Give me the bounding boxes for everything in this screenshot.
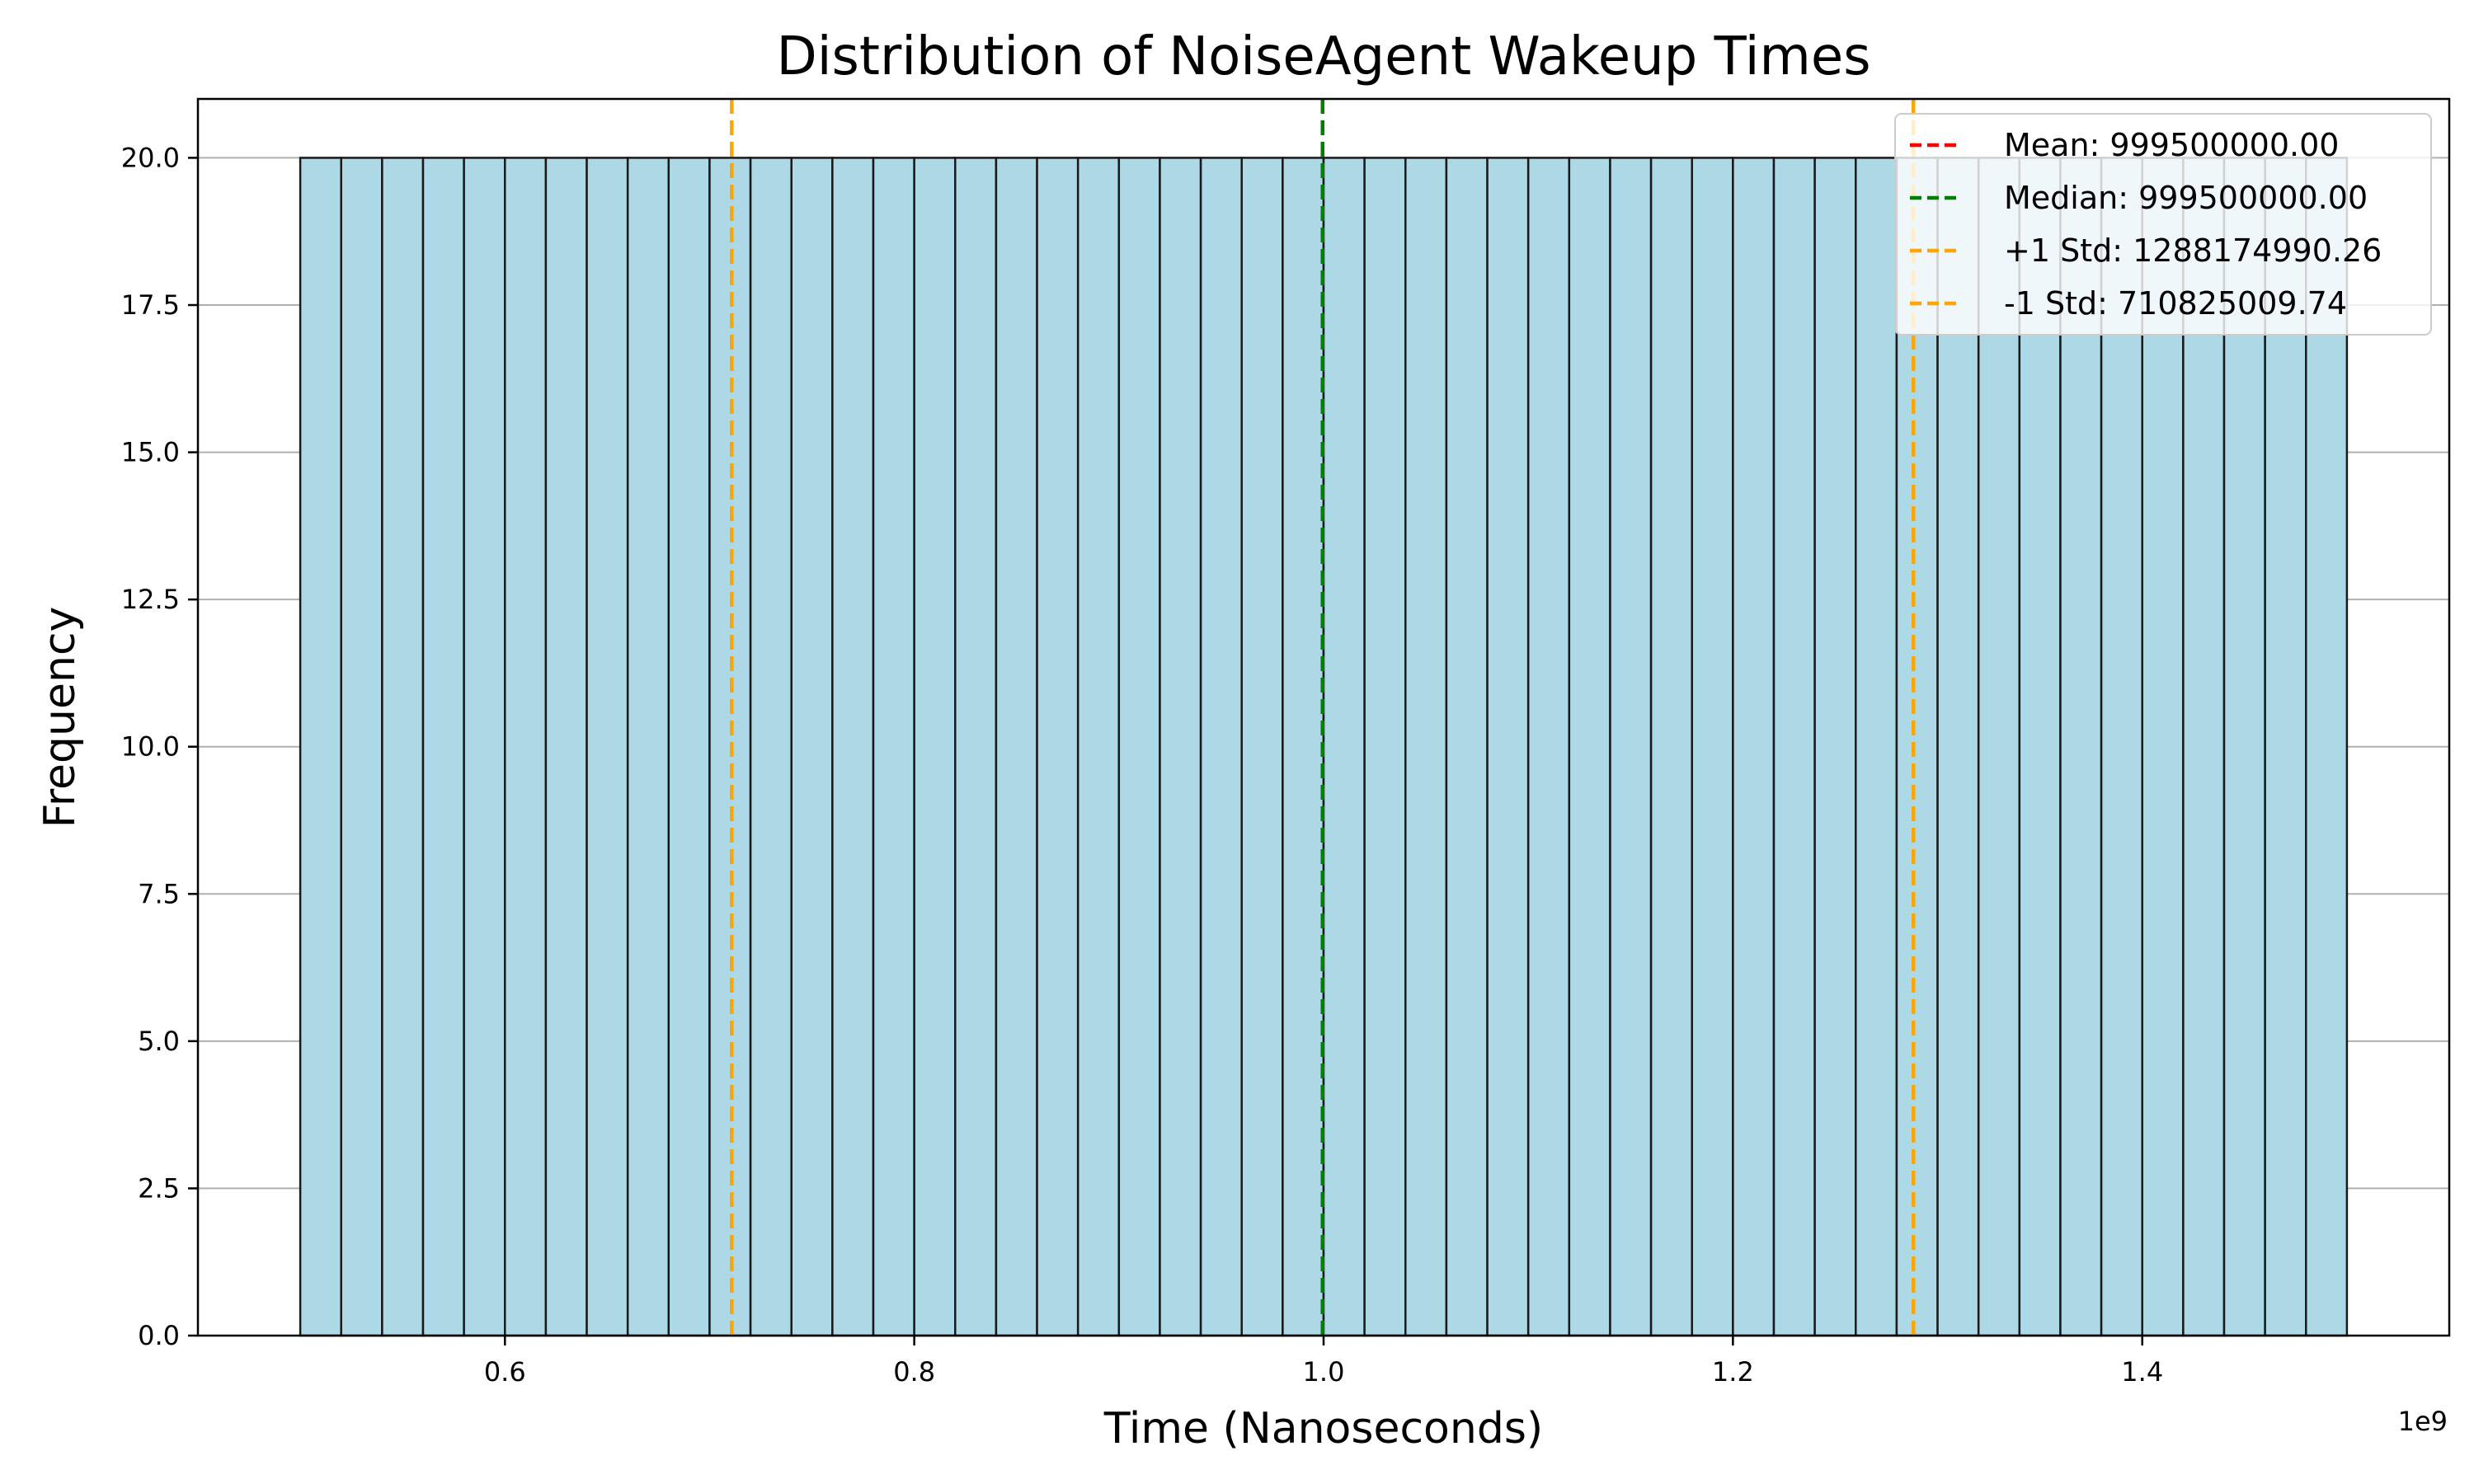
legend-label: Mean: 999500000.00 — [2004, 127, 2339, 163]
histogram-bar — [2100, 157, 2143, 1337]
histogram-bar — [872, 157, 915, 1337]
y-axis-label: Frequency — [35, 607, 85, 829]
histogram-bar — [1526, 157, 1571, 1337]
histogram-bar — [1486, 157, 1530, 1337]
histogram-bar — [667, 157, 711, 1337]
histogram-bar — [1895, 157, 1939, 1337]
histogram-bar — [2141, 157, 2185, 1337]
histogram-bar — [381, 157, 425, 1337]
histogram-bar — [1936, 157, 1980, 1337]
histogram-bar — [1404, 157, 1448, 1337]
y-tick-label: 10.0 — [121, 731, 180, 763]
y-tick-label: 2.5 — [138, 1172, 180, 1204]
y-tick-label: 5.0 — [138, 1026, 180, 1057]
histogram-bar — [1363, 157, 1407, 1337]
x-tick-label: 1.2 — [1712, 1356, 1754, 1388]
legend-box — [1894, 113, 2432, 336]
histogram-bar — [1282, 157, 1325, 1337]
histogram-bars — [299, 157, 2349, 1337]
histogram-bar — [1609, 157, 1653, 1337]
histogram-bar — [831, 157, 875, 1337]
y-tick-label: 12.5 — [121, 584, 180, 615]
histogram-bar — [504, 157, 548, 1337]
histogram-bar — [299, 157, 342, 1337]
histogram-bar — [1691, 157, 1734, 1337]
histogram-bar — [1240, 157, 1284, 1337]
legend: Mean: 999500000.00 Median: 999500000.00 +1… — [1894, 113, 2432, 336]
histogram-bar — [1813, 157, 1857, 1337]
y-tick-label: 7.5 — [138, 878, 180, 909]
legend-label: Median: 999500000.00 — [2004, 180, 2368, 216]
x-tick-label: 1.0 — [1303, 1356, 1345, 1388]
histogram-bar — [1076, 157, 1121, 1337]
legend-label: +1 Std: 1288174990.26 — [2004, 232, 2382, 269]
histogram-bar — [995, 157, 1038, 1337]
y-axis-ticks: 0.0 2.5 5.0 7.5 10.0 12.5 15.0 17.5 20.0 — [121, 142, 198, 1351]
histogram-bar — [1159, 157, 1202, 1337]
histogram-bar — [340, 157, 383, 1337]
x-axis-label: Time (Nanoseconds) — [1103, 1404, 1543, 1453]
y-tick-label: 15.0 — [121, 437, 180, 468]
x-tick-label: 0.8 — [893, 1356, 935, 1388]
y-tick-label: 20.0 — [121, 142, 180, 173]
x-axis-ticks: 0.6 0.8 1.0 1.2 1.4 — [484, 1336, 2163, 1388]
x-tick-label: 1.4 — [2121, 1356, 2163, 1388]
histogram-bar — [954, 157, 998, 1337]
histogram-bar — [2222, 157, 2266, 1337]
x-tick-label: 0.6 — [484, 1356, 526, 1388]
histogram-bar — [1568, 157, 1611, 1337]
histogram-bar — [1855, 157, 1898, 1337]
chart-title: Distribution of NoiseAgent Wakeup Times — [776, 26, 1870, 87]
y-tick-label: 0.0 — [138, 1320, 180, 1351]
histogram-bar — [586, 157, 629, 1337]
histogram-bar — [790, 157, 834, 1337]
histogram-bar — [626, 157, 670, 1337]
histogram-bar — [749, 157, 793, 1337]
histogram-bar — [1772, 157, 1816, 1337]
x-axis-offset-label: 1e9 — [2398, 1406, 2448, 1437]
histogram-bar — [1649, 157, 1693, 1337]
histogram-bar — [1977, 157, 2021, 1337]
histogram-bar — [1199, 157, 1243, 1337]
histogram-bar — [544, 157, 588, 1337]
histogram-bar — [1036, 157, 1079, 1337]
y-tick-label: 17.5 — [121, 289, 180, 321]
histogram-bar — [421, 157, 465, 1337]
histogram-bar — [1117, 157, 1161, 1337]
histogram-bar — [1732, 157, 1776, 1337]
histogram-bar — [1322, 157, 1366, 1337]
histogram-bar — [913, 157, 957, 1337]
histogram-bar — [463, 157, 506, 1337]
histogram-bar — [1445, 157, 1489, 1337]
legend-label: -1 Std: 710825009.74 — [2004, 285, 2347, 322]
